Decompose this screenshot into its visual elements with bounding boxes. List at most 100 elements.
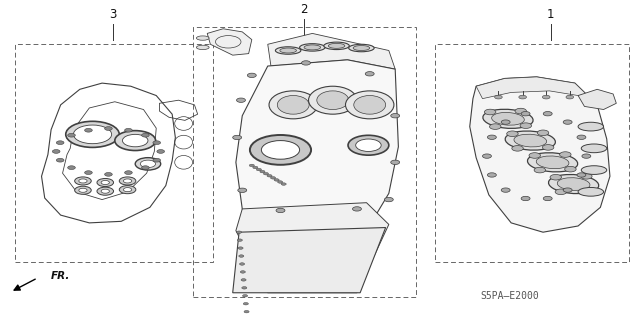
Circle shape bbox=[97, 178, 113, 187]
Circle shape bbox=[563, 120, 572, 124]
Text: 1: 1 bbox=[547, 8, 554, 21]
Circle shape bbox=[276, 208, 285, 213]
Circle shape bbox=[243, 302, 248, 305]
Circle shape bbox=[79, 179, 87, 183]
Circle shape bbox=[521, 112, 530, 116]
Circle shape bbox=[580, 174, 592, 179]
Circle shape bbox=[75, 186, 92, 194]
Circle shape bbox=[348, 135, 389, 155]
Circle shape bbox=[153, 141, 161, 145]
Circle shape bbox=[153, 158, 161, 162]
Circle shape bbox=[115, 131, 156, 151]
Circle shape bbox=[515, 108, 527, 114]
Circle shape bbox=[237, 231, 242, 234]
Polygon shape bbox=[268, 33, 395, 69]
Circle shape bbox=[56, 158, 64, 162]
Ellipse shape bbox=[328, 43, 345, 48]
Ellipse shape bbox=[277, 95, 309, 114]
Circle shape bbox=[260, 170, 265, 173]
Ellipse shape bbox=[324, 42, 349, 49]
Ellipse shape bbox=[353, 46, 370, 50]
Circle shape bbox=[521, 196, 530, 201]
Circle shape bbox=[122, 134, 148, 147]
Polygon shape bbox=[578, 89, 616, 109]
Circle shape bbox=[301, 61, 310, 65]
Circle shape bbox=[238, 188, 246, 192]
Text: 2: 2 bbox=[300, 3, 308, 16]
Ellipse shape bbox=[581, 166, 607, 174]
Polygon shape bbox=[470, 77, 610, 232]
Circle shape bbox=[586, 188, 597, 194]
Circle shape bbox=[391, 160, 399, 165]
Circle shape bbox=[577, 173, 586, 177]
Ellipse shape bbox=[346, 91, 394, 119]
Circle shape bbox=[538, 130, 548, 136]
Circle shape bbox=[68, 166, 76, 169]
Polygon shape bbox=[207, 29, 252, 55]
Circle shape bbox=[241, 278, 246, 281]
Polygon shape bbox=[476, 77, 597, 105]
Circle shape bbox=[501, 120, 510, 124]
Circle shape bbox=[488, 135, 497, 139]
Polygon shape bbox=[236, 60, 398, 256]
Circle shape bbox=[264, 173, 269, 175]
Circle shape bbox=[385, 197, 394, 202]
Ellipse shape bbox=[275, 47, 301, 54]
Circle shape bbox=[101, 181, 109, 184]
Circle shape bbox=[104, 173, 112, 176]
Ellipse shape bbox=[300, 44, 325, 51]
Ellipse shape bbox=[304, 45, 321, 50]
Ellipse shape bbox=[578, 188, 604, 196]
Circle shape bbox=[543, 196, 552, 201]
Circle shape bbox=[244, 318, 250, 319]
Circle shape bbox=[519, 95, 527, 99]
Ellipse shape bbox=[483, 109, 533, 128]
Circle shape bbox=[250, 135, 311, 165]
Circle shape bbox=[391, 114, 399, 118]
Circle shape bbox=[555, 189, 566, 195]
Circle shape bbox=[66, 121, 119, 147]
Circle shape bbox=[237, 239, 243, 241]
Ellipse shape bbox=[527, 153, 578, 172]
Circle shape bbox=[274, 179, 279, 181]
Circle shape bbox=[559, 152, 571, 157]
Ellipse shape bbox=[308, 86, 357, 114]
Circle shape bbox=[534, 167, 545, 173]
Ellipse shape bbox=[581, 144, 607, 153]
Circle shape bbox=[84, 129, 92, 132]
Bar bbox=[15, 44, 213, 262]
Ellipse shape bbox=[317, 91, 349, 109]
Circle shape bbox=[124, 179, 132, 183]
Ellipse shape bbox=[557, 178, 590, 190]
Ellipse shape bbox=[492, 113, 524, 125]
Circle shape bbox=[271, 177, 276, 179]
Circle shape bbox=[529, 153, 540, 158]
Bar bbox=[193, 27, 415, 297]
Circle shape bbox=[233, 135, 242, 140]
Circle shape bbox=[484, 109, 496, 115]
Circle shape bbox=[243, 294, 248, 297]
Circle shape bbox=[253, 166, 258, 169]
Circle shape bbox=[239, 263, 244, 265]
Circle shape bbox=[550, 174, 561, 180]
Circle shape bbox=[353, 207, 362, 211]
Circle shape bbox=[520, 123, 532, 129]
Circle shape bbox=[125, 171, 132, 174]
Circle shape bbox=[125, 129, 132, 132]
Ellipse shape bbox=[536, 156, 569, 169]
Circle shape bbox=[564, 166, 576, 172]
Circle shape bbox=[582, 154, 591, 158]
Circle shape bbox=[566, 95, 573, 99]
Circle shape bbox=[483, 154, 492, 158]
Circle shape bbox=[101, 189, 109, 193]
Circle shape bbox=[563, 188, 572, 192]
Circle shape bbox=[267, 174, 272, 177]
Circle shape bbox=[97, 187, 113, 195]
Circle shape bbox=[79, 188, 87, 192]
Ellipse shape bbox=[578, 122, 604, 131]
Circle shape bbox=[261, 141, 300, 159]
Ellipse shape bbox=[196, 36, 209, 40]
Circle shape bbox=[141, 133, 149, 137]
Circle shape bbox=[365, 72, 374, 76]
Polygon shape bbox=[233, 227, 386, 293]
